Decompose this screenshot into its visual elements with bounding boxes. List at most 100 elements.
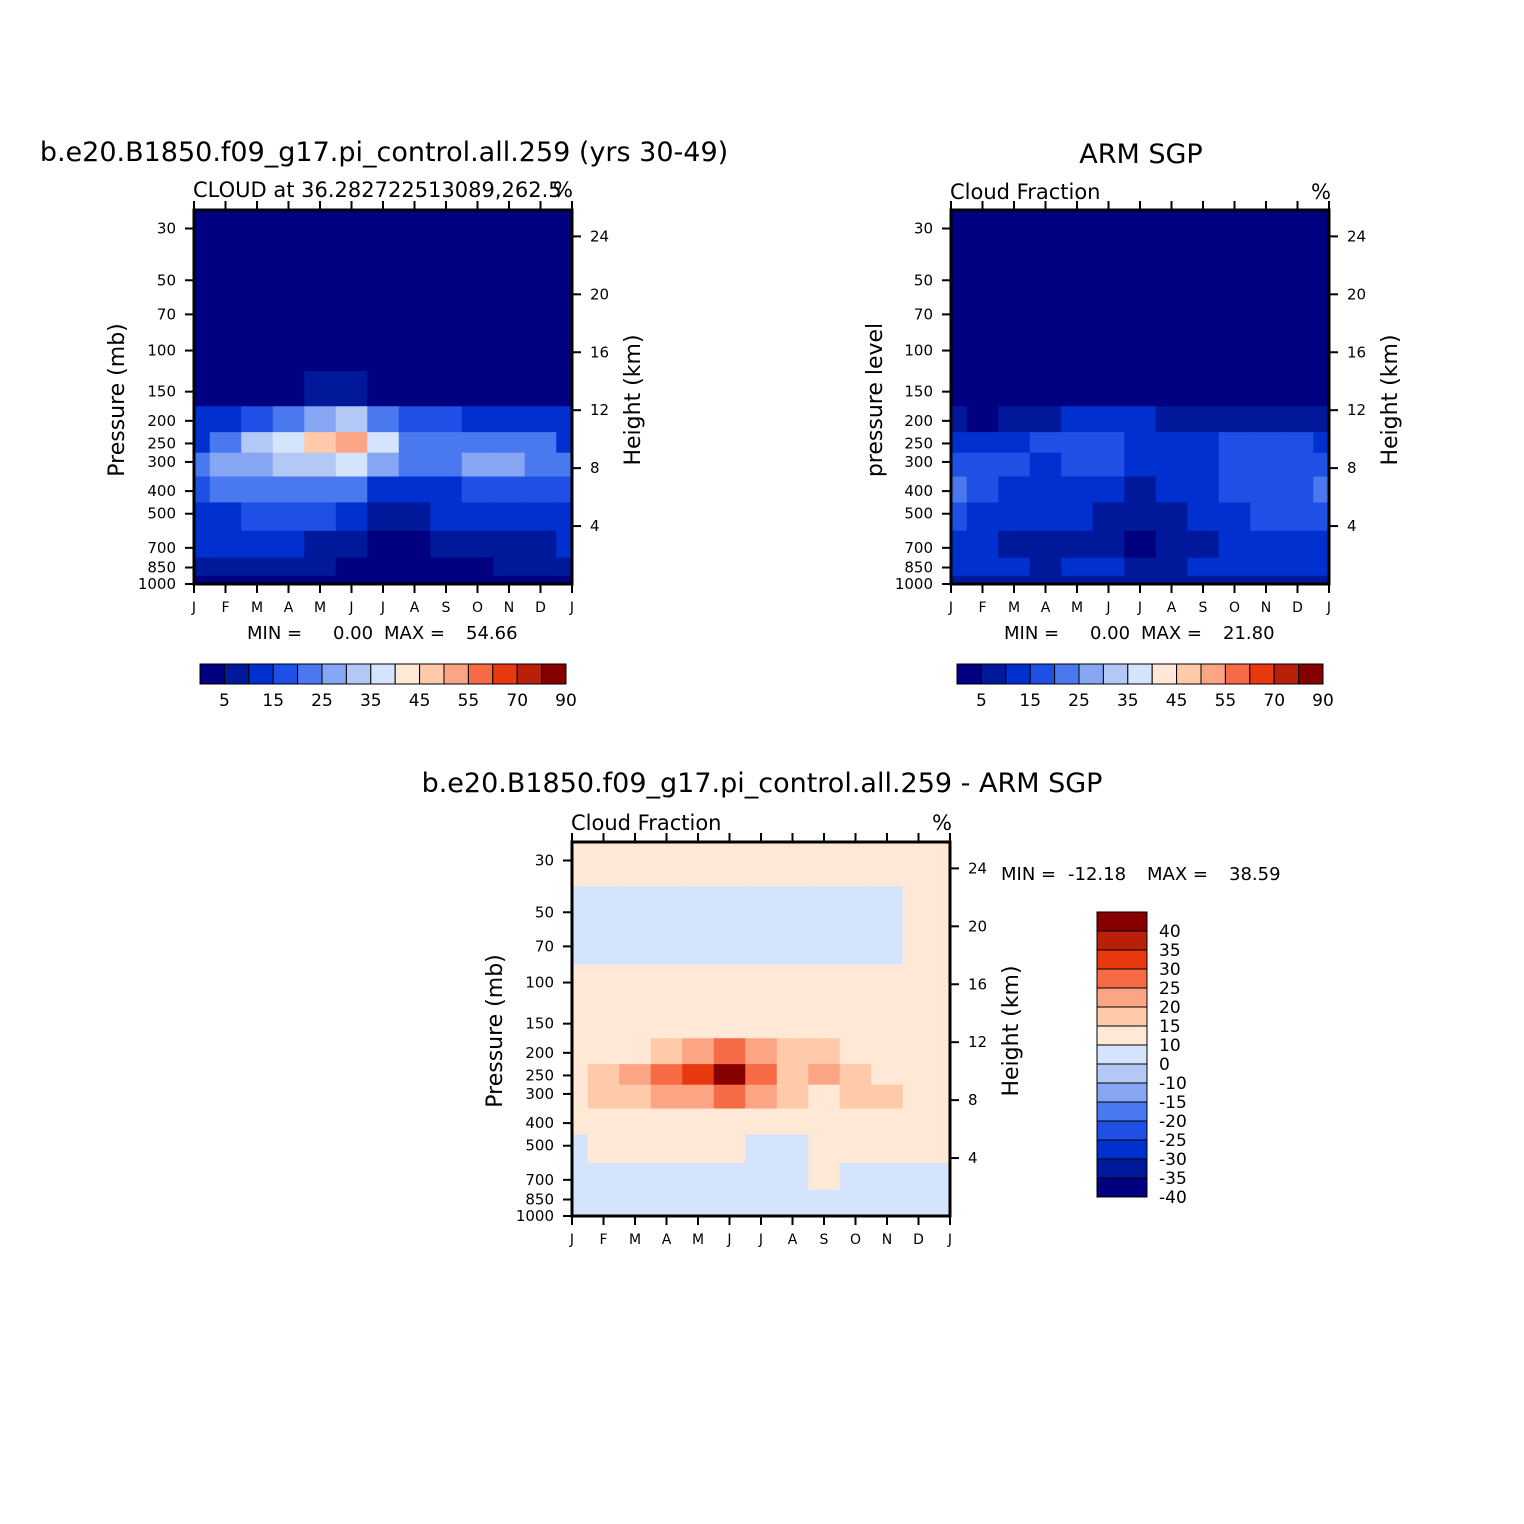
diff-y-tick-label: 50 <box>535 903 554 921</box>
obs-contour-cell <box>1281 502 1314 532</box>
obs-contour-cell <box>1155 502 1188 532</box>
obs-subtitle-left: Cloud Fraction <box>950 180 1101 204</box>
model-contour-cell <box>493 575 526 585</box>
diff-contour-cell <box>587 1108 620 1135</box>
diff-contour-cell <box>808 964 841 1004</box>
diff-y-tick-label-right: 16 <box>968 975 987 993</box>
obs-y-tick-label: 250 <box>904 434 933 452</box>
model-y-tick-label: 150 <box>147 383 176 401</box>
model-contour-cell <box>335 332 368 372</box>
model-contour-cell <box>461 557 494 577</box>
model-contour-cell <box>194 452 211 478</box>
diff-y-axis-right: 24 20 16 12 8 4 <box>950 859 987 1167</box>
diff-contour-cell <box>902 1207 935 1217</box>
diff-contour-cell <box>572 1189 589 1209</box>
model-contour-cell <box>209 502 242 532</box>
model-contour-cell <box>493 452 526 478</box>
diff-contour-cell <box>745 842 778 887</box>
obs-y-tick-label: 70 <box>914 305 933 323</box>
diff-contour-cell <box>839 1162 872 1191</box>
model-contour-cell <box>209 432 242 454</box>
model-contour-cell <box>556 575 573 585</box>
model-contour-cell <box>556 432 573 454</box>
obs-contour-cell <box>1187 254 1220 298</box>
model-contour-cell <box>272 530 305 559</box>
obs-contour-cell <box>1155 210 1188 255</box>
diff-contour-cell <box>619 1038 652 1065</box>
model-contour-cell <box>272 332 305 372</box>
model-y-tick-label: 30 <box>157 219 176 237</box>
model-contour-cell <box>209 254 242 298</box>
obs-contour-cell <box>951 452 968 478</box>
obs-y-tick-label-right: 4 <box>1347 517 1357 535</box>
diff-contour-cell <box>745 1108 778 1135</box>
diff-contour-cell <box>650 1064 683 1086</box>
diff-contour-cell <box>587 1134 620 1164</box>
diff-contour-cell <box>745 886 778 930</box>
diff-contour-cell <box>713 1134 746 1164</box>
obs-contour-cell <box>1092 530 1125 559</box>
obs-contour-cell <box>1187 297 1220 333</box>
diff-contour-cell <box>619 1207 652 1217</box>
diff-contour-cell <box>682 1162 715 1191</box>
model-contour-cell <box>493 332 526 372</box>
obs-contour-cell <box>1029 476 1062 503</box>
model-contour-cell <box>430 406 463 433</box>
diff-contour-cell <box>650 1084 683 1110</box>
diff-contour-cell <box>650 1134 683 1164</box>
obs-contour-cell <box>1218 332 1251 372</box>
diff-contour-cell <box>682 929 715 965</box>
model-contour-cell <box>430 575 463 585</box>
model-contour-cell <box>241 530 274 559</box>
obs-contour-cell <box>1061 476 1094 503</box>
obs-contour-cell <box>1281 530 1314 559</box>
diff-contour-cell <box>776 1003 809 1039</box>
diff-contour-cell <box>902 1162 935 1191</box>
model-contour-cell <box>335 371 368 407</box>
diff-colorbar-label: -35 <box>1159 1169 1187 1189</box>
diff-contour-cell <box>572 964 589 1004</box>
model-contour-cell <box>430 332 463 372</box>
obs-contour-cell <box>1218 406 1251 433</box>
model-y-tick-label: 400 <box>147 482 176 500</box>
model-contour-cell <box>461 254 494 298</box>
model-contour-cell <box>461 476 494 503</box>
obs-ylabel: pressure level <box>863 323 888 477</box>
obs-contour-cell <box>951 297 968 333</box>
diff-contour-cell <box>619 1064 652 1086</box>
diff-colorbar-label: 15 <box>1159 1017 1181 1037</box>
model-contour-cell <box>367 530 400 559</box>
diff-contour-cell <box>934 1003 951 1039</box>
obs-contour-cell <box>1061 557 1094 577</box>
obs-contour-cell <box>1313 452 1330 478</box>
obs-contour-cell <box>1029 332 1062 372</box>
model-colorbar-box <box>467 663 494 685</box>
obs-contour-cell <box>998 254 1031 298</box>
diff-contour-cell <box>713 1064 746 1086</box>
model-contour-cell <box>194 254 211 298</box>
model-y-tick-label-right: 4 <box>590 517 600 535</box>
obs-contour-cell <box>1155 557 1188 577</box>
obs-contour-cell <box>1124 476 1157 503</box>
obs-contour-cell <box>998 502 1031 532</box>
obs-contour-cell <box>951 406 968 433</box>
diff-contour-cell <box>902 1064 935 1086</box>
obs-contour-cell <box>1218 371 1251 407</box>
model-contour-cell <box>430 502 463 532</box>
obs-contour-cell <box>1218 476 1251 503</box>
diff-contour-cell <box>934 964 951 1004</box>
model-contour-cell <box>367 432 400 454</box>
diff-colorbar-box <box>1096 1044 1148 1065</box>
model-contour-cell <box>304 557 337 577</box>
model-colorbar-label: 25 <box>311 691 333 711</box>
obs-contour-cell <box>1313 406 1330 433</box>
model-contour-cell <box>493 502 526 532</box>
obs-contour-cell <box>951 530 968 559</box>
model-contour-cell <box>304 332 337 372</box>
obs-contour-cell <box>1187 371 1220 407</box>
model-contour-cell <box>493 406 526 433</box>
obs-contour-cell <box>1281 476 1314 503</box>
diff-colorbar-label: 35 <box>1159 941 1181 961</box>
model-contour-cell <box>241 502 274 532</box>
